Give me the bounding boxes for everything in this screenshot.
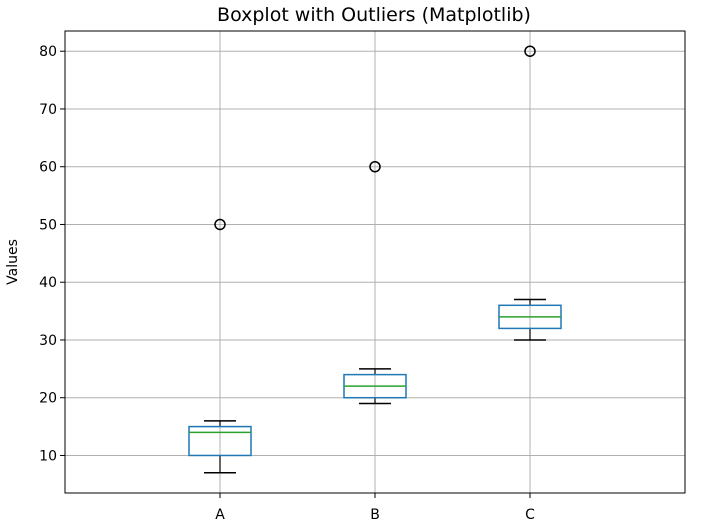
y-tick-label: 10 [39,448,57,464]
iqr-box [188,425,252,457]
y-axis-ticks: 10 20 30 40 50 60 70 80 [39,44,65,464]
y-tick-label: 20 [39,391,57,407]
y-axis-label: Values [5,239,21,285]
y-tick-label: 40 [39,275,57,291]
outlier-point [524,45,536,57]
y-tick-label: 80 [39,44,57,60]
grid-layer [65,31,685,493]
x-axis-ticks: A B C [215,493,535,523]
y-tick-label: 30 [39,333,57,349]
y-tick-label: 50 [39,217,57,233]
box-group-b [343,160,407,405]
y-tick-label: 70 [39,102,57,118]
x-tick-label: C [525,507,535,523]
box-layer [188,45,562,474]
x-tick-label: B [370,507,380,523]
outlier-point [214,218,226,231]
x-tick-label: A [215,507,225,523]
box-group-a [188,218,252,474]
chart-title: Boxplot with Outliers (Matplotlib) [217,4,531,26]
y-tick-label: 60 [39,160,57,176]
outlier-point [369,160,381,173]
box-group-c [498,45,562,341]
